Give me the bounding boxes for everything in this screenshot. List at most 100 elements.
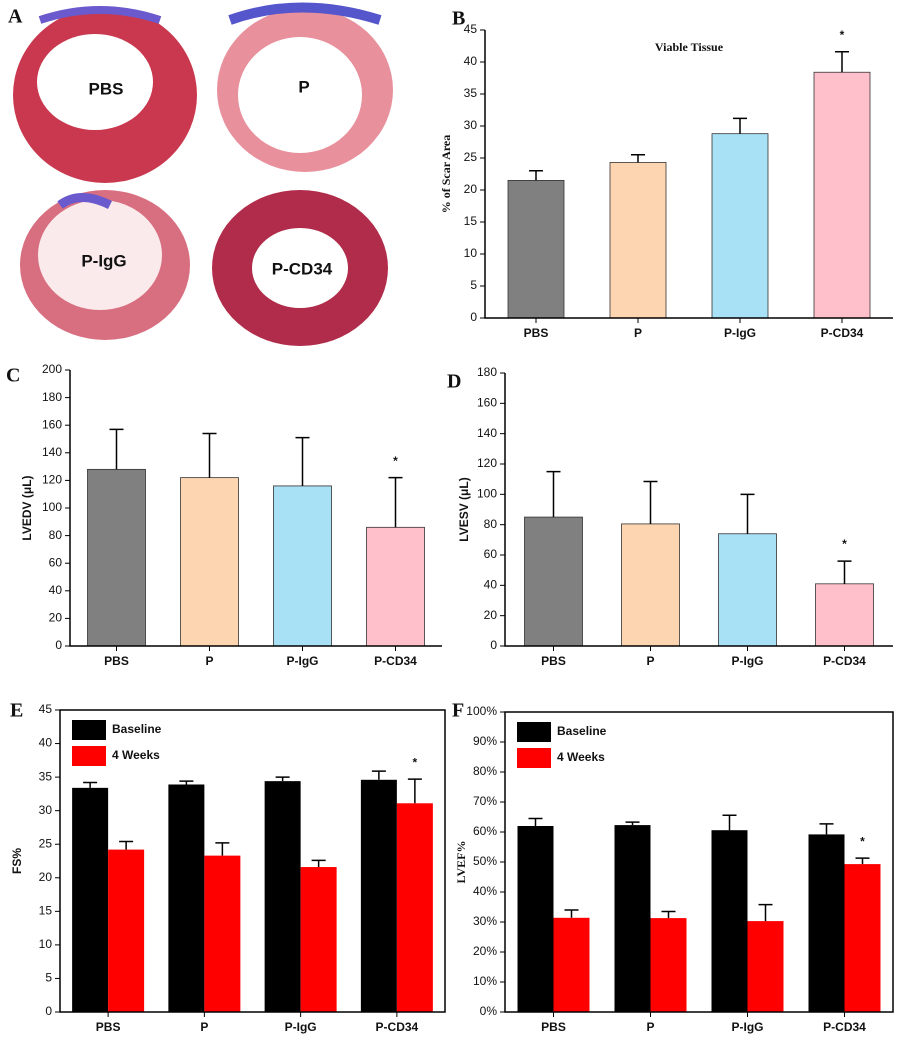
y-tick-label: 20 xyxy=(39,870,53,884)
panel-letter: F xyxy=(452,700,464,722)
error-bar xyxy=(119,840,134,850)
axis xyxy=(59,709,446,1013)
bar xyxy=(72,787,109,1012)
panel-letter: E xyxy=(10,700,23,722)
bar xyxy=(264,781,301,1012)
y-axis-label: FS% xyxy=(10,848,24,874)
bar xyxy=(273,485,332,647)
error-bar xyxy=(83,781,98,788)
error-bar xyxy=(215,842,230,856)
x-tick-label: P-CD34 xyxy=(376,1020,419,1034)
y-tick-label: 45 xyxy=(39,702,53,716)
y-tick-label: 20 xyxy=(484,608,498,622)
axis xyxy=(484,30,893,319)
y-tick-label: 80 xyxy=(484,517,498,531)
y-tick-label: 40 xyxy=(39,736,53,750)
x-tick-label: P xyxy=(200,1020,208,1034)
tissue-stain xyxy=(38,6,162,24)
y-tick-label: 30% xyxy=(473,914,497,928)
x-tick-label: P xyxy=(205,654,213,668)
x-tick-label: P-CD34 xyxy=(823,654,866,668)
error-bar xyxy=(643,480,658,524)
error-bar xyxy=(311,859,326,868)
bar xyxy=(718,533,777,647)
error-bar xyxy=(407,778,422,804)
bar xyxy=(168,784,205,1012)
error-bar xyxy=(855,857,870,865)
y-tick-label: 45 xyxy=(464,22,478,36)
error-bar xyxy=(528,817,543,826)
x-tick-label: P-CD34 xyxy=(374,654,417,668)
legend-label: 4 Weeks xyxy=(112,748,160,762)
error-bar xyxy=(109,428,124,470)
y-tick-label: 5 xyxy=(45,971,52,985)
error-bar xyxy=(837,560,852,584)
x-tick-label: P-IgG xyxy=(724,326,756,340)
x-tick-label: PBS xyxy=(541,1020,566,1034)
y-tick-label: 90% xyxy=(473,734,497,748)
legend-swatch xyxy=(72,720,106,740)
bar xyxy=(711,830,748,1012)
bar xyxy=(507,179,565,319)
x-tick-label: P-IgG xyxy=(732,1020,764,1034)
y-tick-label: 40 xyxy=(484,578,498,592)
x-tick-label: PBS xyxy=(524,326,549,340)
x-tick-label: PBS xyxy=(104,654,129,668)
panel-letter: D xyxy=(447,371,461,393)
y-tick-label: 120 xyxy=(477,456,497,470)
bar xyxy=(517,826,554,1012)
bar xyxy=(396,803,433,1012)
annotation: * xyxy=(840,28,845,42)
y-tick-label: 140 xyxy=(477,426,497,440)
error-bar xyxy=(819,823,834,835)
annotation: * xyxy=(413,755,418,769)
axis xyxy=(504,373,893,647)
error-bar xyxy=(661,910,676,919)
section-label: P xyxy=(298,77,309,96)
tissue-lumen xyxy=(38,200,162,310)
error-bar xyxy=(202,432,217,478)
bar xyxy=(366,526,425,647)
bar xyxy=(614,825,651,1012)
panel-letter: A xyxy=(8,6,23,28)
y-tick-label: 120 xyxy=(42,473,62,487)
bar xyxy=(180,477,239,647)
error-bar xyxy=(758,903,773,922)
bar xyxy=(87,468,146,647)
y-tick-label: 0 xyxy=(55,638,62,652)
y-tick-label: 40 xyxy=(49,583,63,597)
y-tick-label: 100 xyxy=(42,500,62,514)
error-bar xyxy=(388,476,403,528)
error-bar xyxy=(371,770,386,780)
y-tick-label: 180 xyxy=(477,365,497,379)
y-tick-label: 0 xyxy=(470,310,477,324)
legend-label: Baseline xyxy=(112,722,162,736)
y-tick-label: 40 xyxy=(464,54,478,68)
x-tick-label: P-IgG xyxy=(732,654,764,668)
legend-label: 4 Weeks xyxy=(557,750,605,764)
x-tick-label: PBS xyxy=(96,1020,121,1034)
section-label: PBS xyxy=(89,79,124,98)
error-bar xyxy=(740,493,755,534)
error-bar xyxy=(835,51,849,73)
bar xyxy=(300,867,337,1012)
y-tick-label: 35 xyxy=(39,769,53,783)
x-tick-label: P-CD34 xyxy=(823,1020,866,1034)
panel-letter: B xyxy=(452,8,465,30)
tissue-lumen xyxy=(238,37,362,153)
panel-letter: C xyxy=(6,365,20,387)
y-tick-label: 20% xyxy=(473,944,497,958)
panel-a: A PBS P P-IgG P-CD34 xyxy=(8,2,393,346)
y-tick-label: 5 xyxy=(470,278,477,292)
legend-swatch xyxy=(72,746,106,766)
error-bar xyxy=(631,154,645,163)
y-tick-label: 20 xyxy=(464,182,478,196)
y-tick-label: 180 xyxy=(42,390,62,404)
bar xyxy=(815,583,874,647)
bar xyxy=(524,516,583,647)
bar xyxy=(621,523,680,647)
bar xyxy=(360,779,397,1012)
legend-swatch xyxy=(517,722,551,742)
x-tick-label: P-IgG xyxy=(285,1020,317,1034)
